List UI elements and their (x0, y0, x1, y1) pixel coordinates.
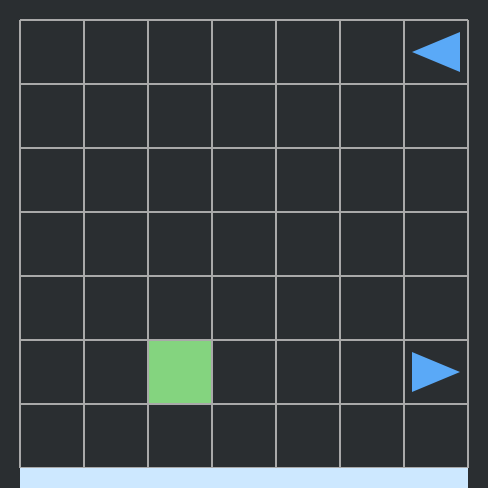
grid-cell (84, 148, 148, 212)
grid-cell (340, 276, 404, 340)
grid-cell (148, 20, 212, 84)
grid-cell (340, 404, 404, 468)
grid-cell (20, 276, 84, 340)
triangle-left-icon (412, 32, 460, 72)
grid-cell (404, 212, 468, 276)
grid-cell (148, 212, 212, 276)
agent-triangle (412, 32, 460, 72)
grid-line-horizontal (20, 339, 468, 341)
grid-cell (404, 148, 468, 212)
status-bar (20, 468, 468, 488)
grid-cell (212, 404, 276, 468)
grid-cell (276, 148, 340, 212)
grid-cell (404, 84, 468, 148)
grid-cell (212, 276, 276, 340)
grid-line-vertical (403, 20, 405, 468)
grid-line-horizontal (20, 403, 468, 405)
grid-cell (84, 276, 148, 340)
grid-cell (340, 212, 404, 276)
grid-cell (148, 148, 212, 212)
grid-line-vertical (467, 20, 469, 468)
grid-cell (148, 84, 212, 148)
grid-line-vertical (83, 20, 85, 468)
grid-cell (212, 148, 276, 212)
grid-cell (20, 340, 84, 404)
grid-line-vertical (147, 20, 149, 468)
grid-cell (404, 404, 468, 468)
grid-cell (20, 20, 84, 84)
grid-cell (20, 404, 84, 468)
grid-cell (84, 20, 148, 84)
grid-line-vertical (339, 20, 341, 468)
grid-cell (84, 340, 148, 404)
grid-cell (212, 340, 276, 404)
grid-line-vertical (211, 20, 213, 468)
grid-cell (276, 340, 340, 404)
triangle-right-icon (412, 352, 460, 392)
goal-tile (148, 340, 212, 404)
grid (19, 19, 469, 469)
grid-cell (404, 276, 468, 340)
grid-line-horizontal (20, 211, 468, 213)
grid-line-horizontal (20, 275, 468, 277)
grid-line-horizontal (20, 83, 468, 85)
grid-cell (148, 404, 212, 468)
grid-cell (20, 84, 84, 148)
grid-cell (340, 340, 404, 404)
grid-cell (276, 276, 340, 340)
grid-line-horizontal (20, 147, 468, 149)
grid-cell (212, 20, 276, 84)
agent-triangle (412, 352, 460, 392)
grid-cell (340, 84, 404, 148)
grid-cell (84, 212, 148, 276)
grid-cell (212, 212, 276, 276)
grid-cell (84, 84, 148, 148)
grid-line-vertical (19, 20, 21, 468)
grid-line-vertical (275, 20, 277, 468)
grid-cell (340, 20, 404, 84)
grid-cell (20, 148, 84, 212)
grid-cell (276, 404, 340, 468)
grid-cell (340, 148, 404, 212)
grid-cell (276, 84, 340, 148)
grid-cell (212, 84, 276, 148)
grid-cell (84, 404, 148, 468)
grid-cell (20, 212, 84, 276)
grid-line-horizontal (20, 19, 468, 21)
grid-cell (148, 276, 212, 340)
grid-cell (276, 20, 340, 84)
grid-cell (276, 212, 340, 276)
